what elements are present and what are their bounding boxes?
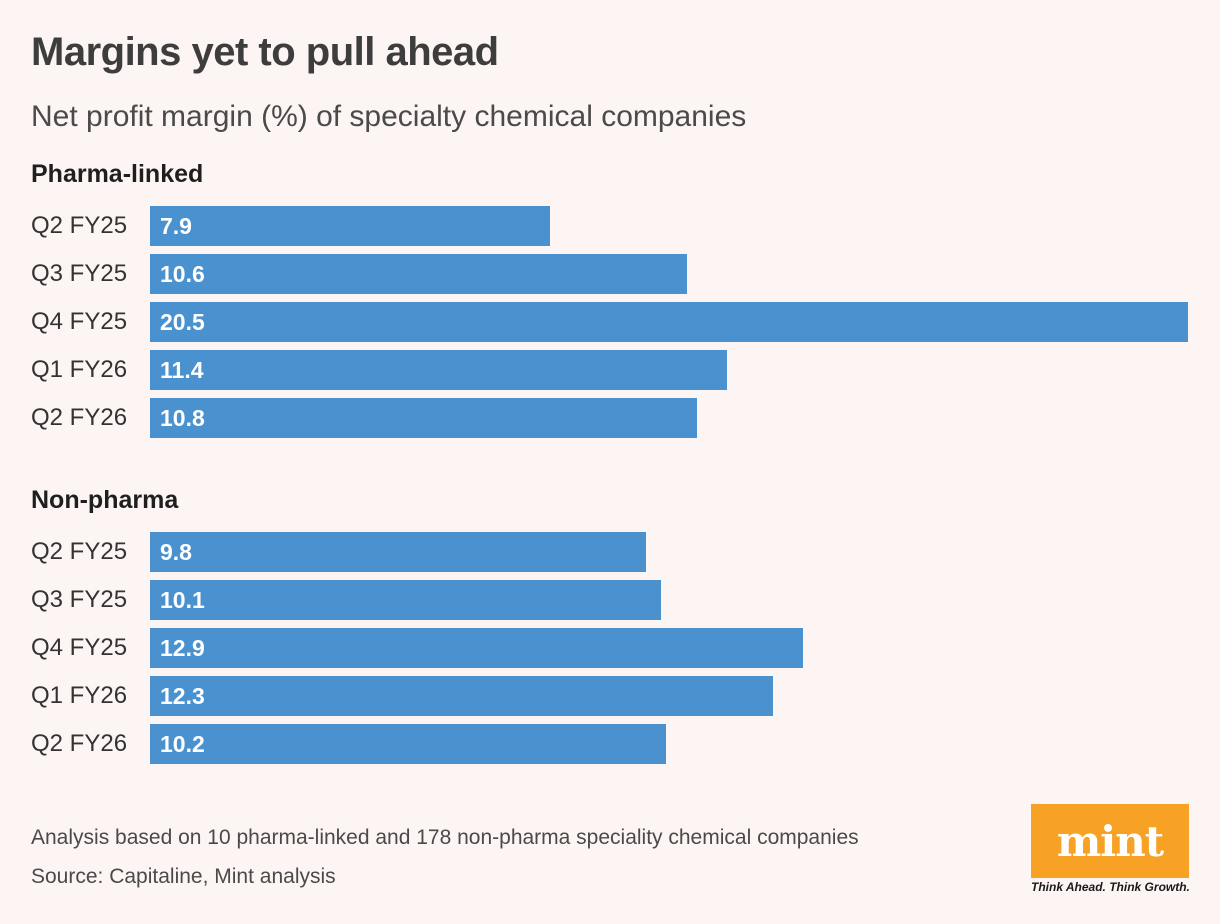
bar xyxy=(150,254,687,294)
group-title: Non-pharma xyxy=(31,486,179,514)
bar xyxy=(150,580,661,620)
source-note: Source: Capitaline, Mint analysis xyxy=(31,865,336,888)
group-title: Pharma-linked xyxy=(31,160,204,188)
bar-value-label: 10.1 xyxy=(160,587,205,613)
category-label: Q2 FY26 xyxy=(31,404,128,431)
bar-value-label: 10.6 xyxy=(160,261,205,287)
bar xyxy=(150,302,1188,342)
bar xyxy=(150,398,697,438)
bar xyxy=(150,532,646,572)
bar xyxy=(150,628,803,668)
bar xyxy=(150,206,550,246)
chart-subtitle: Net profit margin (%) of specialty chemi… xyxy=(31,100,747,133)
category-label: Q1 FY26 xyxy=(31,356,128,383)
bar-value-label: 10.2 xyxy=(160,731,205,757)
mint-logo: mint xyxy=(1031,804,1189,878)
category-label: Q4 FY25 xyxy=(31,308,128,335)
bar xyxy=(150,350,727,390)
bar-value-label: 9.8 xyxy=(160,539,192,565)
bar-value-label: 7.9 xyxy=(160,213,192,239)
category-label: Q4 FY25 xyxy=(31,634,128,661)
logo-text: mint xyxy=(1056,816,1164,866)
bar-value-label: 10.8 xyxy=(160,405,205,431)
bar-value-label: 12.3 xyxy=(160,683,205,709)
bar-value-label: 20.5 xyxy=(160,309,205,335)
category-label: Q2 FY25 xyxy=(31,212,128,239)
category-label: Q1 FY26 xyxy=(31,682,128,709)
chart-title: Margins yet to pull ahead xyxy=(31,30,499,74)
category-label: Q2 FY25 xyxy=(31,538,128,565)
logo-tagline: Think Ahead. Think Growth. xyxy=(1031,880,1190,894)
category-label: Q3 FY25 xyxy=(31,586,128,613)
bar xyxy=(150,724,666,764)
bar-value-label: 12.9 xyxy=(160,635,205,661)
category-label: Q3 FY25 xyxy=(31,260,128,287)
category-label: Q2 FY26 xyxy=(31,730,128,757)
bar-value-label: 11.4 xyxy=(160,357,204,383)
footnote: Analysis based on 10 pharma-linked and 1… xyxy=(31,826,859,849)
bar xyxy=(150,676,773,716)
